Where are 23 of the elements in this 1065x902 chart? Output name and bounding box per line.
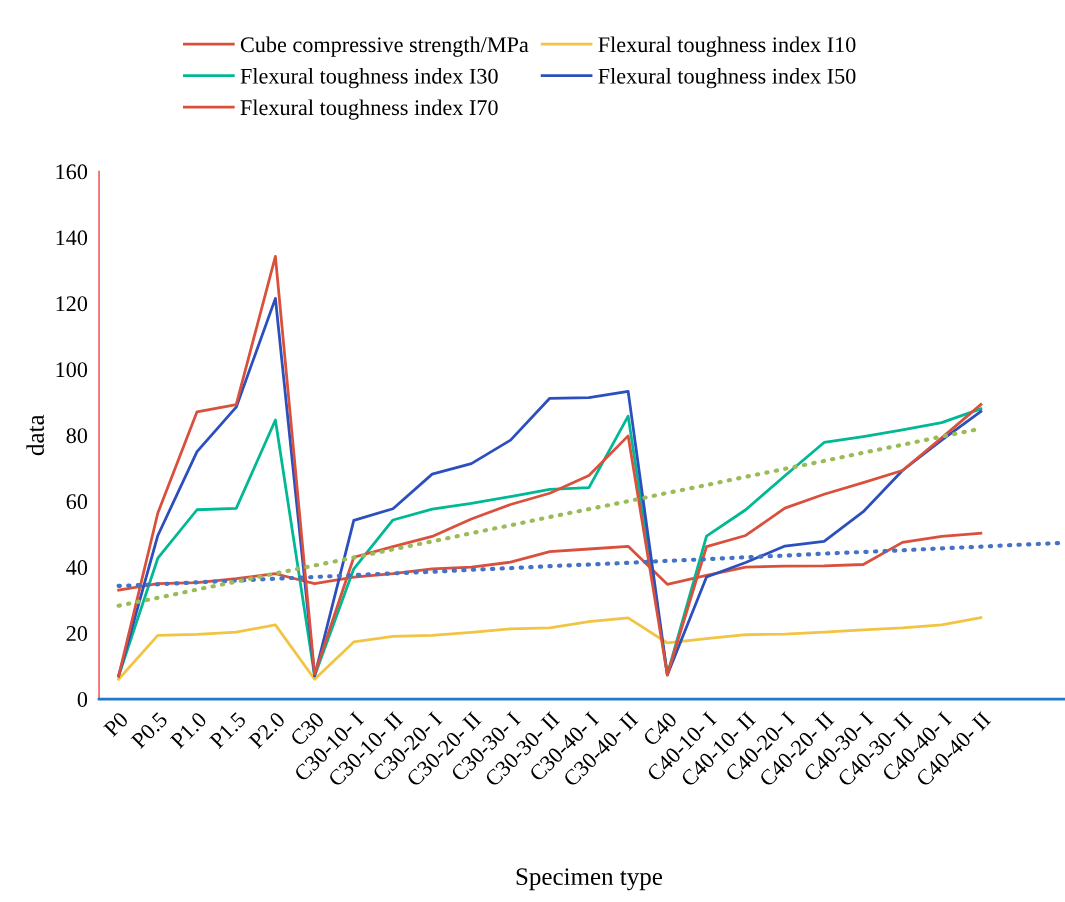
legend-label: Flexural toughness index I30 (240, 68, 498, 89)
y-tick-label: 40 (66, 560, 88, 576)
line-series (116, 540, 1062, 589)
legend-label: Flexural toughness index I50 (598, 68, 856, 89)
x-tick-label: P1.0 (169, 711, 208, 750)
legend-label: Flexural toughness index I70 (240, 99, 498, 120)
x-tick-label: P0.5 (130, 711, 169, 750)
legend-label: Flexural toughness index I10 (598, 36, 856, 57)
x-tick-label: P1.5 (208, 711, 247, 750)
x-tick-label: P0 (102, 711, 130, 738)
y-axis-title: data (26, 414, 44, 456)
y-tick-label: 20 (66, 626, 88, 642)
y-tick-label: 100 (56, 362, 88, 378)
y-tick-label: 140 (56, 230, 88, 246)
legend-label: Cube compressive strength/MPa (240, 36, 529, 57)
y-tick-label: 120 (56, 296, 88, 312)
y-tick-label: 80 (66, 428, 88, 444)
y-tick-label: 0 (77, 691, 88, 707)
y-tick-label: 160 (56, 164, 88, 180)
line-series (117, 616, 983, 681)
x-axis-title: Specimen type (516, 868, 663, 891)
y-tick-label: 60 (66, 494, 88, 510)
x-tick-label: P2.0 (247, 711, 286, 750)
